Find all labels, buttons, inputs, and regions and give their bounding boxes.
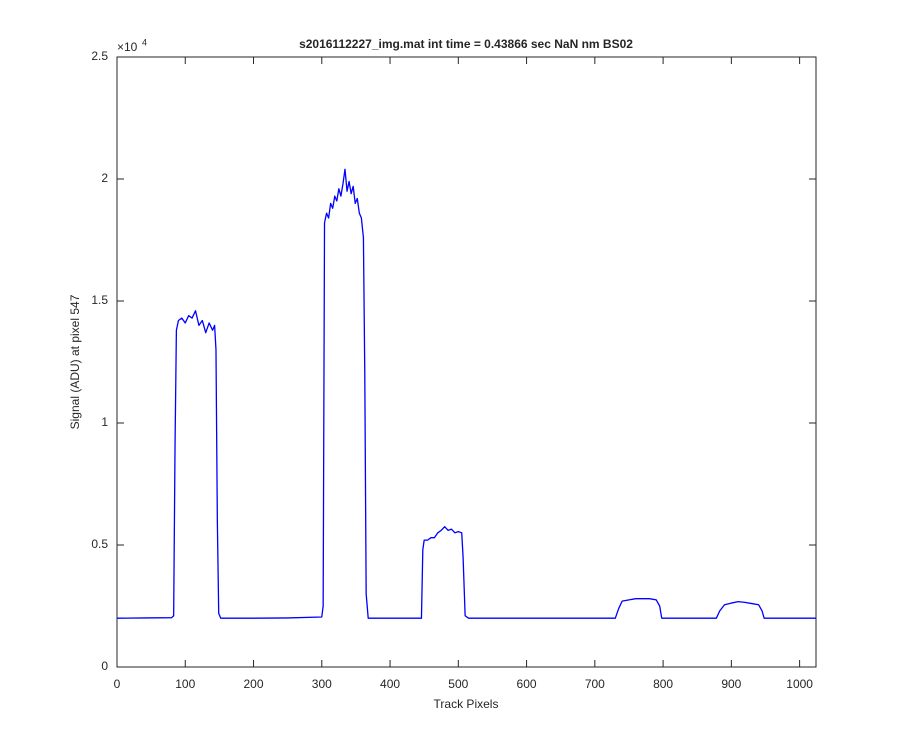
y-tick-label: 2.5 (91, 49, 108, 63)
x-axis-label: Track Pixels (434, 697, 499, 711)
x-tick-label: 300 (312, 677, 332, 691)
y-multiplier: ×10 (117, 40, 138, 54)
y-exponent: 4 (142, 37, 147, 47)
x-tick-label: 0 (114, 677, 121, 691)
y-axis-label: Signal (ADU) at pixel 547 (68, 294, 82, 429)
y-tick-label: 1 (101, 415, 108, 429)
x-tick-label: 600 (517, 677, 537, 691)
x-tick-label: 900 (721, 677, 741, 691)
x-tick-label: 400 (380, 677, 400, 691)
x-tick-label: 700 (585, 677, 605, 691)
x-tick-label: 800 (653, 677, 673, 691)
x-tick-label: 100 (175, 677, 195, 691)
data-line (116, 168, 816, 619)
y-tick-label: 0 (101, 659, 108, 673)
y-tick-label: 0.5 (91, 537, 108, 551)
x-tick-label: 1000 (786, 677, 813, 691)
x-tick-label: 200 (244, 677, 264, 691)
chart-title: s2016112227_img.mat int time = 0.43866 s… (299, 37, 633, 51)
x-tick-label: 500 (448, 677, 468, 691)
y-tick-label: 1.5 (91, 293, 108, 307)
y-tick-label: 2 (101, 171, 108, 185)
axes-box (116, 56, 817, 668)
